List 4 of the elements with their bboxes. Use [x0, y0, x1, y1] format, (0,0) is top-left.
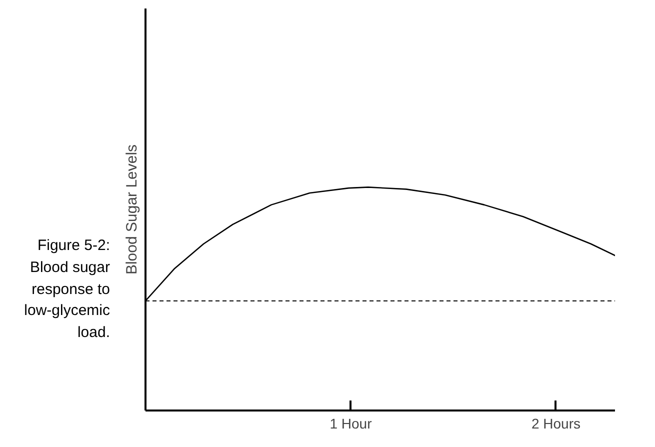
y-axis-title: Blood Sugar Levels — [124, 144, 140, 275]
x-tick-label: 2 Hours — [531, 416, 580, 432]
caption: Figure 5-2: Blood sugar response to low-glycemic load. — [23, 236, 110, 343]
x-tick-label: 1 Hour — [330, 416, 372, 432]
